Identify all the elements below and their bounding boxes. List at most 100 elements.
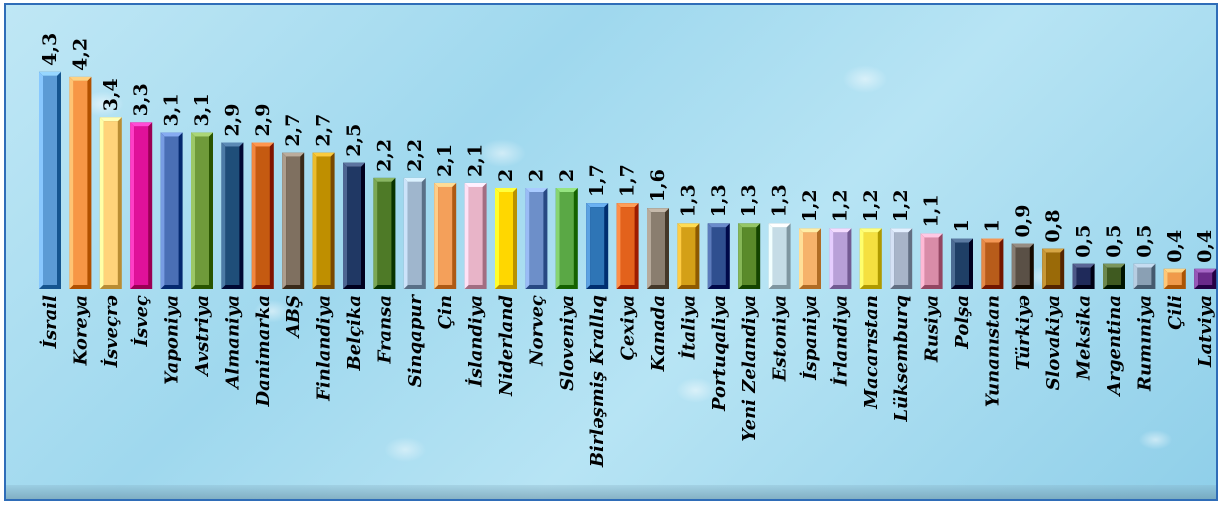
category-label: İrlandiya xyxy=(828,295,851,387)
bar-bevel-left xyxy=(464,182,469,289)
bar-bevel-top xyxy=(677,223,700,228)
bar-face xyxy=(742,227,757,285)
value-label: 2 xyxy=(556,169,578,182)
bar xyxy=(69,76,92,290)
category-labels-group: İsrail Koreya İsveçrə İsveç Yaponiya Avstriya… xyxy=(38,293,1216,468)
value-label: 2,1 xyxy=(465,144,487,177)
category-label: Portuqaliya xyxy=(709,295,730,412)
bar-bevel-left xyxy=(251,142,256,289)
bar-bevel-left xyxy=(160,132,165,289)
bar xyxy=(1103,263,1125,289)
bar xyxy=(920,233,943,289)
bar-bevel-left xyxy=(1103,263,1107,289)
bar-bevel-top xyxy=(1042,248,1065,253)
value-label: 0,5 xyxy=(1133,225,1155,258)
category-label: Macarıstan xyxy=(861,295,882,410)
bar-face xyxy=(134,126,149,285)
bar-bevel-left xyxy=(1072,263,1077,289)
category-label: Argentina xyxy=(1104,295,1125,397)
category-label: Polşa xyxy=(952,295,973,350)
value-label: 3,1 xyxy=(161,93,183,126)
category-label: Finlandiya xyxy=(314,295,335,402)
bar-face xyxy=(620,207,635,285)
bar xyxy=(890,228,913,289)
bar-face xyxy=(499,192,513,285)
value-label: 1,2 xyxy=(799,189,821,222)
category-label: Birləşmiş Krallıq xyxy=(587,295,608,468)
bar-bevel-left xyxy=(282,152,287,289)
bar-bevel-left xyxy=(99,117,104,289)
bar xyxy=(647,208,669,289)
category-label: Slovakiya xyxy=(1043,295,1064,390)
bar-bevel-left xyxy=(616,203,621,289)
category-label: Sloveniya xyxy=(557,295,578,391)
bar-bevel-left xyxy=(1042,248,1047,289)
bar xyxy=(1011,243,1034,289)
value-label: 1,6 xyxy=(647,169,669,202)
bar-bevel-top xyxy=(586,203,609,208)
bar-bevel-top xyxy=(799,228,821,233)
bars-group xyxy=(39,71,1217,290)
category-label: Rumıniya xyxy=(1134,295,1155,392)
value-label: 2 xyxy=(525,169,547,182)
value-label: 2,9 xyxy=(252,103,274,136)
bar-bevel-left xyxy=(39,71,43,289)
bar-face xyxy=(103,121,118,285)
category-label: Danimarka xyxy=(253,295,274,408)
bar xyxy=(343,162,365,289)
bar-bevel-left xyxy=(495,188,499,289)
bar-face xyxy=(803,232,817,285)
value-labels-group: 4,3 4,2 3,4 3,3 3,1 3,1 2,9 2,9 2,7 2,7 2,5 2,2 2,2 2… xyxy=(39,33,1216,263)
bar xyxy=(616,203,639,289)
bar-bevel-top xyxy=(951,238,973,243)
category-label: Latviya xyxy=(1195,295,1216,368)
bar-face xyxy=(1167,272,1182,285)
bar-bevel-left xyxy=(799,228,803,289)
bar xyxy=(586,203,609,289)
bar xyxy=(677,223,700,289)
bar-bevel-top xyxy=(859,228,882,233)
bar-bevel-top xyxy=(768,223,791,228)
category-label: Avstriya xyxy=(192,295,213,378)
bar-bevel-left xyxy=(555,188,560,289)
bar xyxy=(981,238,1004,289)
bar-bevel-left xyxy=(312,152,317,289)
bar-bevel-top xyxy=(1194,268,1217,273)
bar xyxy=(525,188,548,289)
bar-bevel-left xyxy=(130,122,135,289)
bar-bevel-top xyxy=(160,132,183,137)
bar xyxy=(555,188,578,289)
bar xyxy=(39,71,61,289)
value-label: 2,2 xyxy=(404,139,426,172)
value-label: 1 xyxy=(951,219,973,232)
bar-bevel-left xyxy=(221,142,226,289)
chart-frame: 4,3 4,2 3,4 3,3 3,1 3,1 2,9 2,9 2,7 2,7 2,5 2,2 2,2 2… xyxy=(4,3,1218,501)
category-label: İspaniya xyxy=(798,295,821,381)
bar-face xyxy=(772,227,787,285)
category-label: Çin xyxy=(435,295,456,329)
bar-bevel-top xyxy=(464,182,487,187)
value-label: 1,1 xyxy=(921,194,943,227)
value-label: 1,3 xyxy=(769,184,791,217)
bar-face xyxy=(438,186,453,285)
category-label: İsveç xyxy=(129,295,152,347)
bar-face xyxy=(1137,267,1152,285)
bar-bevel-left xyxy=(1133,263,1138,289)
bar-bevel-top xyxy=(69,76,92,81)
category-label: Yeni Zelandiya xyxy=(739,295,760,442)
bar-bevel-left xyxy=(738,223,743,289)
bar-face xyxy=(225,146,240,285)
bar-bevel-top xyxy=(738,223,761,228)
bar xyxy=(130,122,153,289)
bar-bevel-top xyxy=(1072,263,1095,268)
category-label: Lüksemburq xyxy=(891,295,912,423)
bar-face xyxy=(924,237,939,285)
value-label: 4,3 xyxy=(39,33,61,66)
bar-bevel-left xyxy=(768,223,773,289)
bar-face xyxy=(985,242,1000,285)
category-label: Belçika xyxy=(344,295,365,371)
bar xyxy=(495,188,517,289)
bar xyxy=(251,142,274,289)
bar-bevel-top xyxy=(495,188,517,192)
bar xyxy=(707,223,730,289)
